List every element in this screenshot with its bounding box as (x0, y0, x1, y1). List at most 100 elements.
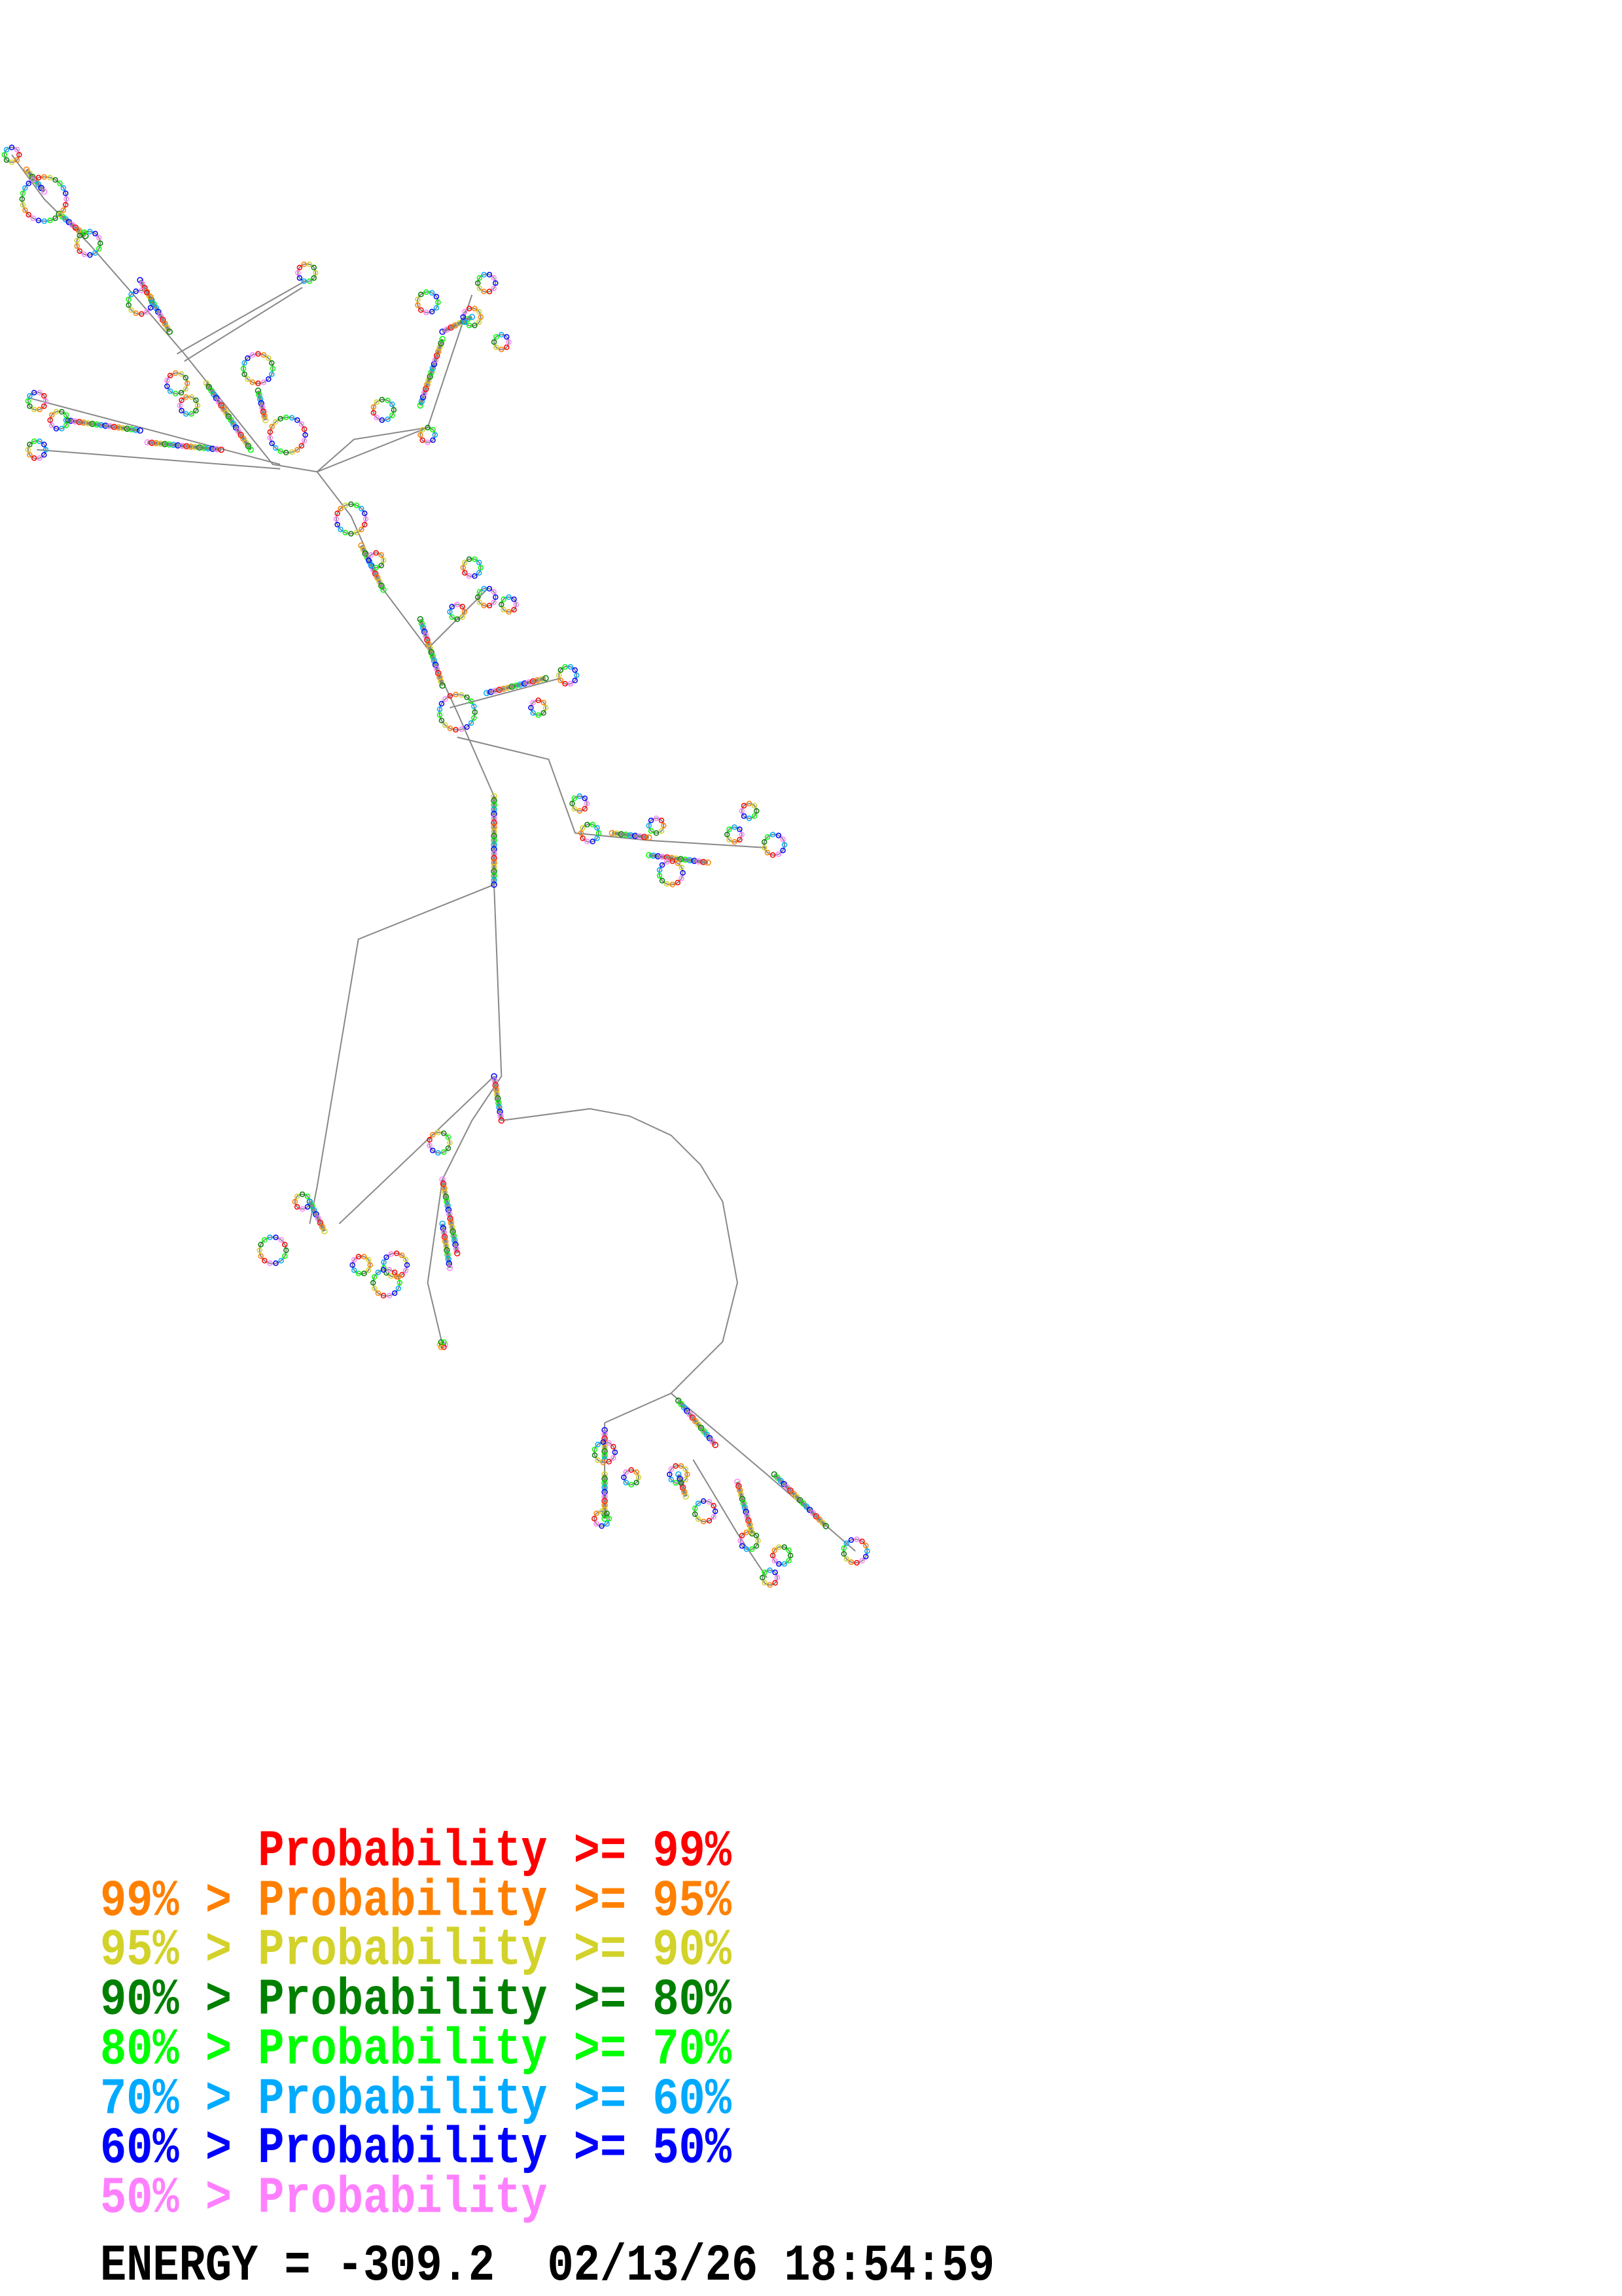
hairpin-loop (593, 1441, 616, 1463)
nucleotide (385, 398, 391, 404)
base-pair (682, 1493, 689, 1500)
nucleotide (338, 506, 344, 512)
nucleotide (841, 1545, 847, 1552)
nucleotide (260, 352, 267, 358)
nucleotide (144, 309, 150, 315)
nucleotide (368, 552, 374, 558)
backbone-segment (309, 471, 495, 1225)
base-pair (601, 1471, 608, 1478)
backbone-segment (37, 449, 281, 470)
legend-label: Probability (258, 2119, 548, 2179)
nucleotide (769, 831, 776, 838)
nucleotide (178, 390, 185, 396)
nucleotide (418, 291, 424, 298)
nucleotide (53, 409, 60, 415)
legend-label: Probability (258, 1971, 548, 2030)
nucleotide (183, 411, 189, 417)
base-pair (162, 441, 168, 447)
hairpin-loop (449, 604, 466, 620)
nucleotide (417, 432, 423, 438)
nucleotide (30, 215, 36, 221)
nucleotide (769, 852, 776, 858)
nucleotide (391, 1269, 398, 1276)
base-pair (436, 674, 443, 681)
nucleotide (188, 394, 194, 400)
base-pair (425, 377, 432, 384)
base-pair (419, 394, 427, 400)
base-pair (601, 1502, 608, 1509)
base-pair (691, 858, 697, 864)
nucleotide (37, 438, 43, 444)
rna-secondary-structure-diagram (1, 145, 870, 1588)
base-pair (417, 616, 424, 623)
nucleotide (139, 311, 145, 317)
backbone-segment (205, 382, 253, 451)
nucleotide (530, 710, 536, 716)
nucleotide (737, 1538, 743, 1544)
base-pair (700, 858, 707, 865)
nucleotide (606, 1440, 612, 1446)
base-pair (432, 357, 439, 363)
nucleotide (255, 351, 261, 357)
nucleotide (368, 563, 374, 568)
nucleotide (438, 701, 445, 707)
nucleotide (863, 1554, 869, 1559)
nucleotide (179, 408, 185, 414)
nucleotide (435, 299, 441, 305)
base-pair (491, 687, 499, 694)
nucleotide (501, 606, 506, 613)
nucleotide (462, 319, 468, 325)
base-pair (498, 1117, 505, 1124)
nucleotide (429, 309, 435, 315)
nucleotide (299, 1191, 306, 1197)
nucleotide (147, 294, 154, 300)
nucleotide (362, 516, 369, 522)
nucleotide (628, 1467, 634, 1473)
nucleotide (430, 1132, 436, 1138)
nucleotide (595, 830, 602, 836)
nucleotide (680, 870, 686, 876)
base-pair (682, 856, 688, 863)
nucleotide (370, 409, 377, 416)
legend-prefix: 50% > (100, 2169, 232, 2229)
nucleotide (771, 1547, 777, 1554)
base-pair (170, 442, 177, 448)
base-pair (442, 1189, 448, 1196)
nucleotide (87, 228, 93, 235)
nucleotide (706, 1518, 713, 1523)
nucleotide (273, 1234, 279, 1240)
base-pair (433, 353, 440, 359)
base-pair (491, 850, 497, 857)
energy-value: ENERGY = -309.2 (100, 2237, 495, 2296)
nucleotide (633, 1480, 639, 1486)
nucleotide (63, 423, 69, 428)
nucleotide (675, 879, 681, 886)
nucleotide (353, 502, 360, 508)
base-pair (187, 444, 194, 450)
base-pair (440, 1225, 447, 1232)
base-pair (493, 1090, 501, 1098)
base-pair (441, 1185, 448, 1192)
nucleotide (389, 412, 395, 419)
hairpin-loop (258, 1236, 287, 1264)
base-pair (491, 824, 497, 831)
base-pair (744, 1513, 750, 1520)
nucleotide (739, 808, 745, 814)
nucleotide (283, 1247, 289, 1253)
nucleotide (491, 285, 497, 291)
nucleotide (486, 585, 493, 592)
hairpin-loop (438, 1341, 446, 1349)
base-pair (97, 422, 105, 428)
hairpin-loop (428, 1132, 451, 1154)
nucleotide (383, 1254, 389, 1261)
base-pair (803, 1503, 810, 1510)
nucleotide (402, 1257, 409, 1262)
backbone-segment (450, 677, 561, 708)
nucleotide (848, 1537, 855, 1543)
nucleotide (272, 419, 279, 425)
nucleotide (133, 310, 139, 317)
base-pair (816, 1516, 823, 1523)
nucleotide (669, 882, 675, 888)
base-pair (491, 873, 497, 879)
base-pair (737, 1487, 743, 1494)
